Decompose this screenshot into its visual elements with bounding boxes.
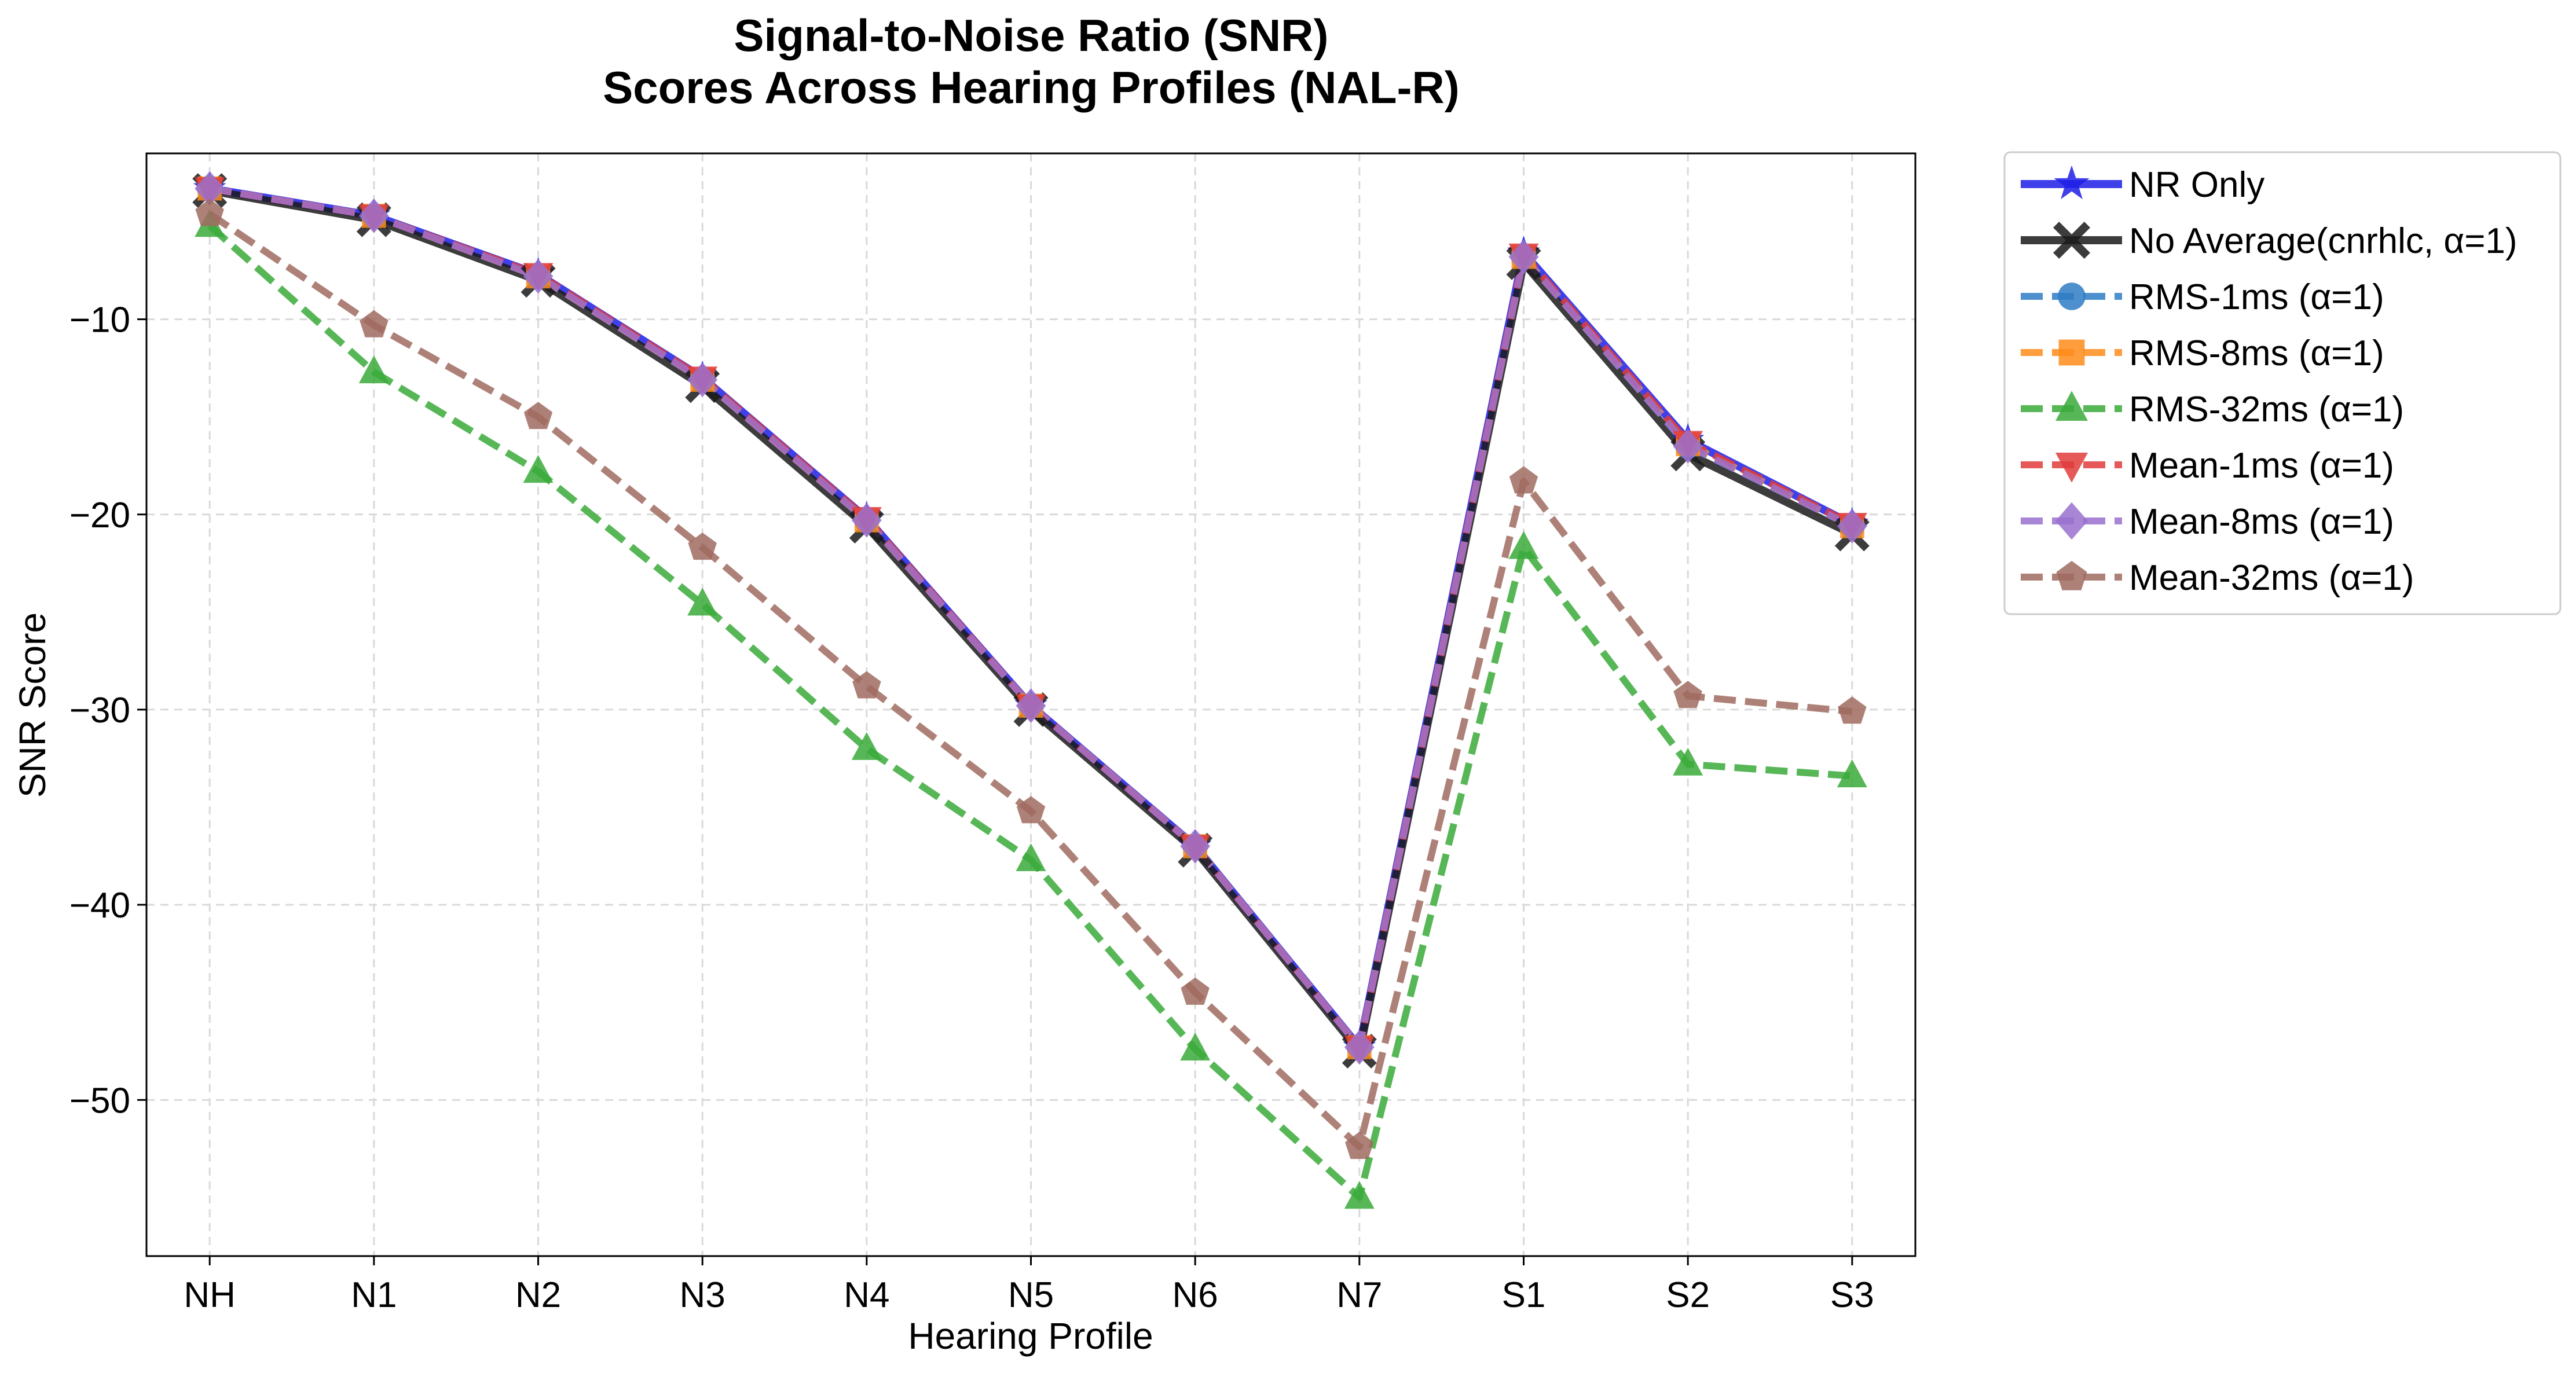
x-tick-label: N7 (1336, 1275, 1382, 1315)
chart-title: Signal-to-Noise Ratio (SNR) (734, 10, 1329, 61)
legend-label: No Average(cnrhlc, α=1) (2129, 221, 2518, 261)
y-tick-label: −50 (69, 1081, 130, 1121)
y-axis-ticks: −10 −20 −30 −40 −50 (69, 300, 146, 1121)
y-tick-label: −40 (69, 886, 130, 926)
x-axis-ticks: NH N1 N2 N3 N4 N5 N6 N7 S1 S2 S3 (184, 1256, 1874, 1315)
legend-label: Mean-1ms (α=1) (2129, 446, 2394, 486)
x-tick-label: S1 (1502, 1275, 1546, 1315)
legend-marker (2059, 340, 2085, 366)
x-tick-label: N6 (1172, 1275, 1218, 1315)
chart-subtitle: Scores Across Hearing Profiles (NAL-R) (603, 62, 1460, 113)
x-axis-label: Hearing Profile (908, 1315, 1153, 1357)
x-tick-label: N5 (1008, 1275, 1054, 1315)
legend-label: RMS-32ms (α=1) (2129, 390, 2404, 429)
legend-label: NR Only (2129, 165, 2264, 205)
legend-marker (2058, 282, 2086, 310)
x-tick-label: N4 (844, 1275, 889, 1315)
y-tick-label: −10 (69, 300, 130, 340)
x-tick-label: N3 (680, 1275, 725, 1315)
y-tick-label: −30 (69, 691, 130, 730)
x-tick-label: S3 (1830, 1275, 1874, 1315)
y-tick-label: −20 (69, 495, 130, 535)
y-axis-label: SNR Score (12, 612, 53, 798)
legend-label: Mean-32ms (α=1) (2129, 558, 2414, 598)
x-tick-label: S2 (1666, 1275, 1710, 1315)
legend-label: RMS-8ms (α=1) (2129, 333, 2384, 373)
legend: NR Only No Average(cnrhlc, α=1) RMS-1ms (α… (2005, 152, 2560, 614)
x-tick-label: N2 (515, 1275, 561, 1315)
legend-label: RMS-1ms (α=1) (2129, 277, 2384, 317)
legend-label: Mean-8ms (α=1) (2129, 502, 2394, 542)
x-tick-label: N1 (351, 1275, 397, 1315)
x-tick-label: NH (184, 1275, 236, 1315)
